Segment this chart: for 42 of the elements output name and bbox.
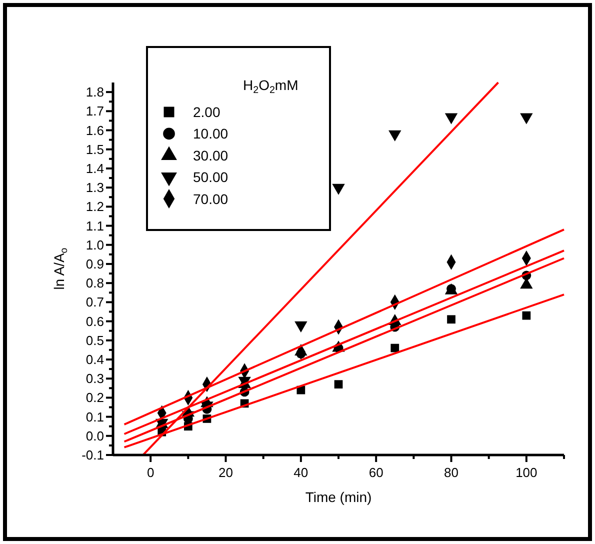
- x-tick-label: 100: [516, 465, 538, 480]
- y-tick-label: 0.7: [86, 294, 104, 310]
- point: [390, 344, 400, 352]
- y-tick-label: 1.5: [86, 142, 104, 157]
- x-tick-label: 80: [444, 465, 458, 480]
- y-tick-label: -0.1: [82, 448, 104, 462]
- x-tick-label: 40: [294, 465, 308, 480]
- legend-label: 70.00: [193, 190, 228, 207]
- y-tick-label: 1.8: [86, 84, 104, 100]
- point: [520, 113, 533, 124]
- x-tick-label: 0: [146, 465, 154, 480]
- point: [294, 321, 308, 332]
- point: [444, 113, 458, 124]
- point: [447, 315, 456, 324]
- y-tick-label: 1.1: [86, 218, 104, 234]
- x-tick-label: 60: [368, 465, 384, 480]
- y-tick-label: 1.4: [86, 160, 104, 176]
- y-tick-label: 0.0: [86, 428, 104, 444]
- point: [388, 130, 402, 142]
- y-tick-label: 0.6: [86, 314, 104, 329]
- x-tick-label: 20: [218, 465, 233, 480]
- point: [332, 184, 345, 195]
- point: [522, 311, 531, 320]
- y-tick-label: 0.9: [86, 256, 104, 272]
- y-tick-label: 1.6: [86, 122, 104, 138]
- legend-label: 50.00: [193, 169, 228, 186]
- legend-label: 30.00: [193, 147, 228, 164]
- y-tick-label: 0.8: [86, 276, 104, 291]
- y-tick-label: 0.4: [86, 352, 104, 367]
- y-tick-label: 0.2: [86, 390, 104, 406]
- point: [334, 380, 343, 389]
- legend-label: 2.00: [193, 104, 220, 120]
- legend-label: 10.00: [193, 126, 228, 142]
- y-tick-label: 0.5: [86, 332, 104, 348]
- y-tick-label: 1.3: [86, 180, 104, 196]
- y-tick-label: 1.7: [86, 104, 104, 119]
- y-tick-label: 1.2: [86, 199, 104, 214]
- legend-title: H$_{2}$O$_{2}$mM: [243, 77, 298, 96]
- y-tick-label: 0.1: [86, 409, 104, 424]
- y-tick-label: 0.3: [86, 371, 104, 386]
- x-axis-title: Time (min): [305, 489, 372, 505]
- y-tick-label: 1.0: [86, 237, 104, 252]
